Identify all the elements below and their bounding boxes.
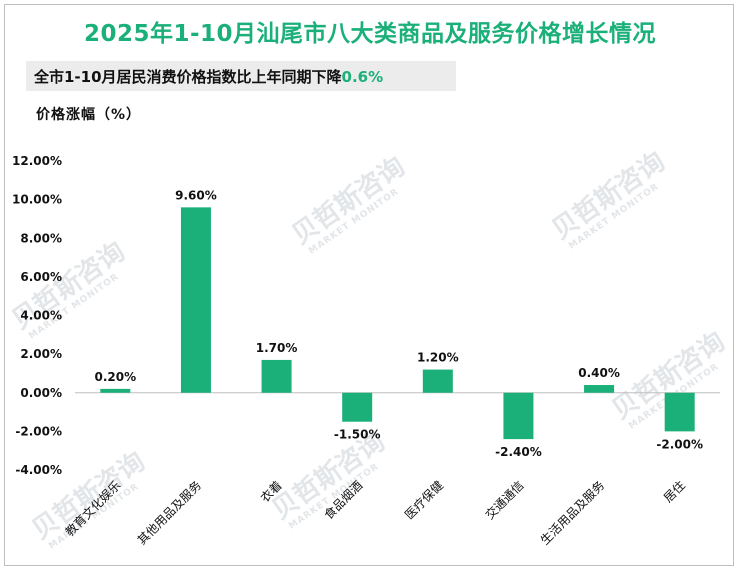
bar: [664, 392, 695, 432]
y-axis-label: 价格涨幅（%）: [36, 107, 142, 123]
category-label: 医疗保健: [402, 478, 446, 522]
y-tick-label: 8.00%: [20, 231, 62, 245]
data-label: 9.60%: [175, 188, 217, 202]
subtitle: 全市1-10月居民消费价格指数比上年同期下降0.6%: [34, 66, 383, 87]
data-label: -2.40%: [495, 445, 542, 459]
bar: [503, 392, 534, 440]
y-tick-label: 6.00%: [20, 270, 62, 284]
subtitle-box: 全市1-10月居民消费价格指数比上年同期下降0.6%: [26, 61, 456, 91]
y-tick-label: -4.00%: [15, 463, 62, 477]
y-tick-label: 2.00%: [20, 347, 62, 361]
data-label: 1.70%: [256, 341, 298, 355]
bar: [422, 369, 453, 393]
data-label: 1.20%: [417, 351, 459, 365]
y-tick-label: 10.00%: [12, 193, 62, 207]
bar: [342, 392, 373, 422]
bar: [584, 385, 615, 393]
category-label: 其他用品及服务: [134, 478, 204, 548]
data-label: 0.40%: [578, 366, 620, 380]
chart-frame: [4, 4, 734, 566]
y-tick-label: 4.00%: [20, 309, 62, 323]
bar: [261, 359, 292, 393]
y-tick-label: 12.00%: [12, 154, 62, 168]
data-label: -2.00%: [656, 437, 703, 451]
category-label: 居住: [661, 478, 688, 505]
bar: [180, 207, 211, 393]
y-tick-label: 0.00%: [20, 386, 62, 400]
data-label: 0.20%: [94, 370, 136, 384]
data-label: -1.50%: [334, 428, 381, 442]
chart-title: 2025年1-10月汕尾市八大类商品及服务价格增长情况: [83, 21, 657, 47]
subtitle-text: 全市1-10月居民消费价格指数比上年同期下降: [34, 68, 342, 86]
subtitle-highlight: 0.6%: [341, 68, 384, 86]
category-label: 交通通信: [482, 478, 527, 523]
category-label: 生活用品及服务: [537, 478, 607, 548]
y-tick-label: -2.00%: [15, 424, 62, 438]
bar: [100, 388, 131, 393]
